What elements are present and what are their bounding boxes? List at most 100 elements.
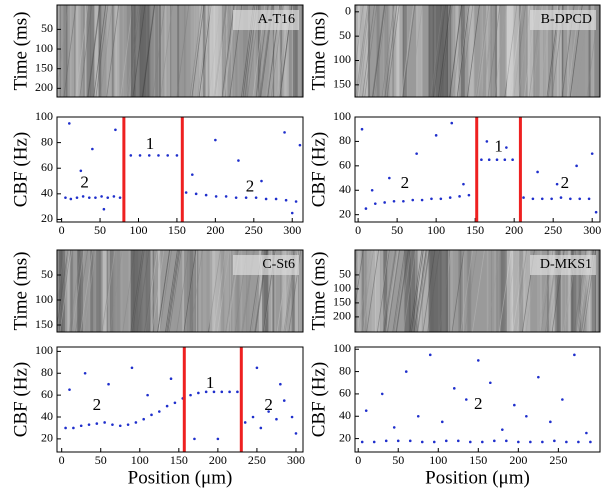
kymograph-stripe xyxy=(445,250,449,332)
kymograph-stripe xyxy=(292,250,295,332)
y-tick-label: 60 xyxy=(339,386,351,400)
kymograph-hatch xyxy=(127,5,141,97)
data-point xyxy=(575,164,578,168)
data-point xyxy=(380,392,384,396)
data-point xyxy=(294,200,298,203)
kymograph-stripe xyxy=(298,250,300,332)
kymograph-hatch xyxy=(356,5,370,97)
kymograph-hatch xyxy=(200,5,214,97)
kymograph-hatch xyxy=(95,5,109,97)
kymograph-stripe xyxy=(278,5,285,97)
kymograph-hatch xyxy=(456,5,470,97)
kymograph-stripe xyxy=(371,250,376,332)
kymograph-hatch xyxy=(136,250,150,332)
kymograph-stripe xyxy=(146,250,151,332)
kymograph-stripe xyxy=(497,5,500,97)
data-point xyxy=(432,440,436,444)
kymograph-hatch xyxy=(75,250,89,332)
kymograph-stripe xyxy=(132,250,135,332)
y-axis-label: CBF (Hz) xyxy=(308,362,329,437)
data-point xyxy=(388,176,391,180)
data-point xyxy=(392,426,396,429)
kymograph-hatch xyxy=(439,5,453,97)
region-label: 1 xyxy=(494,136,503,155)
kymograph-stripe xyxy=(511,250,514,332)
data-point xyxy=(147,154,151,157)
kymograph-hatch xyxy=(214,5,228,97)
kymograph-hatch xyxy=(208,250,221,332)
kymograph-hatch xyxy=(427,250,441,332)
kymograph-hatch xyxy=(362,250,376,332)
data-point xyxy=(157,154,160,157)
kymograph-stripe xyxy=(216,5,220,97)
kymograph-hatch xyxy=(482,5,496,97)
x-tick-label: 50 xyxy=(391,223,403,237)
kymograph-stripe xyxy=(57,5,60,97)
kymograph-hatch xyxy=(198,5,212,97)
data-point xyxy=(87,423,91,426)
kymograph-stripe xyxy=(539,5,544,97)
data-point xyxy=(107,382,110,386)
frame xyxy=(354,116,601,223)
data-point xyxy=(420,440,424,444)
data-point xyxy=(166,154,169,157)
kymograph-band xyxy=(209,250,222,332)
kymograph-band xyxy=(130,5,151,97)
kymograph-stripe xyxy=(199,250,202,332)
kymograph-stripe xyxy=(209,5,213,97)
y-tick-label: 20 xyxy=(339,430,351,444)
kymograph-stripe xyxy=(299,250,303,332)
kymograph-stripe xyxy=(543,5,548,97)
kymograph-stripe xyxy=(507,250,510,332)
data-point xyxy=(540,197,544,201)
kymograph-hatch xyxy=(481,5,495,97)
kymograph-stripe xyxy=(110,250,116,332)
kymograph-stripe xyxy=(87,5,92,97)
kymograph-hatch xyxy=(99,5,113,97)
kymograph-hatch xyxy=(355,5,364,72)
data-point xyxy=(434,134,438,137)
kymograph-hatch xyxy=(396,250,409,332)
kymograph-hatch xyxy=(512,5,525,97)
region-label: 1 xyxy=(146,134,155,153)
kymograph-hatch xyxy=(518,5,531,97)
kymograph-hatch xyxy=(512,250,526,332)
data-point xyxy=(565,440,568,444)
kymograph-hatch xyxy=(374,5,387,97)
data-point xyxy=(537,375,540,379)
x-tick-label: 0 xyxy=(59,453,65,467)
data-point xyxy=(234,196,238,199)
panel-label: B-DPCD xyxy=(541,12,592,27)
data-point xyxy=(505,439,508,443)
data-point xyxy=(481,440,484,444)
kymograph-stripe xyxy=(134,5,136,97)
y-tick-label: 50 xyxy=(41,21,53,35)
y-tick-label: 50 xyxy=(41,267,53,281)
kymograph-hatch xyxy=(476,5,490,97)
data-point xyxy=(173,401,177,405)
data-point xyxy=(251,415,255,419)
kymograph-hatch xyxy=(494,5,507,97)
y-tick-label: 80 xyxy=(41,134,53,148)
kymograph-stripe xyxy=(119,250,123,332)
kymograph-band xyxy=(506,5,520,97)
kymograph-hatch xyxy=(165,250,178,332)
y-tick-label: 150 xyxy=(333,295,351,309)
kymograph-hatch xyxy=(355,250,364,309)
data-point xyxy=(193,437,196,441)
kymograph-stripe xyxy=(269,5,274,97)
x-tick-label: 150 xyxy=(466,223,484,237)
kymograph-hatch xyxy=(504,5,518,97)
panel-label-bg xyxy=(233,255,299,275)
data-point xyxy=(372,440,376,444)
kymograph-hatch xyxy=(122,250,136,332)
kymograph-stripe xyxy=(274,250,277,332)
kymograph-stripe xyxy=(528,5,534,97)
kymograph-hatch xyxy=(398,250,412,332)
kymograph-stripe xyxy=(357,5,360,97)
x-tick-label: 50 xyxy=(392,453,404,467)
data-point xyxy=(416,414,420,418)
kymograph-stripe xyxy=(554,250,557,332)
data-point xyxy=(216,437,220,441)
data-point xyxy=(462,182,465,186)
